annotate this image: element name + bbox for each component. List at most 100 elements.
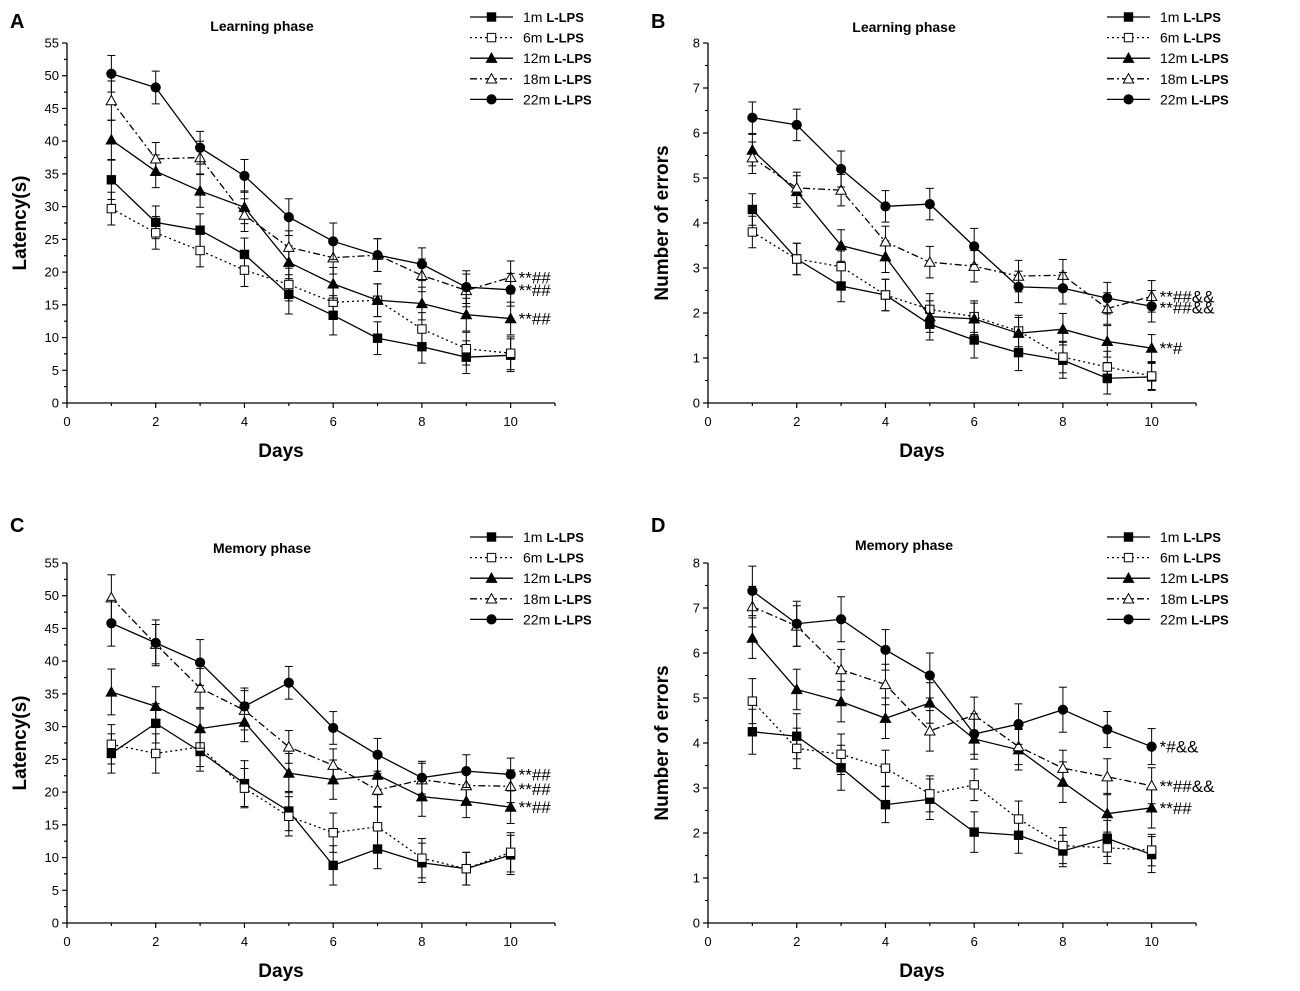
y-tick-label: 4 bbox=[693, 216, 700, 231]
data-point bbox=[924, 199, 935, 210]
legend-label: 18m L-LPS bbox=[523, 591, 592, 607]
x-tick-label: 6 bbox=[330, 414, 337, 429]
data-point bbox=[238, 208, 251, 220]
legend-label: 12m L-LPS bbox=[1160, 570, 1229, 586]
data-point bbox=[372, 822, 383, 832]
y-tick-label: 10 bbox=[45, 330, 59, 345]
data-point bbox=[282, 240, 295, 252]
data-point bbox=[835, 163, 847, 175]
data-point bbox=[1145, 779, 1158, 791]
legend-label: 1m L-LPS bbox=[523, 9, 584, 25]
data-point bbox=[1146, 371, 1157, 381]
y-tick-label: 35 bbox=[45, 686, 59, 701]
legend-marker bbox=[486, 532, 497, 542]
data-point bbox=[328, 236, 339, 247]
data-point bbox=[460, 308, 473, 320]
data-point bbox=[880, 201, 891, 212]
data-point bbox=[106, 175, 117, 185]
data-point bbox=[417, 324, 427, 334]
data-point bbox=[923, 310, 936, 322]
data-point bbox=[282, 740, 295, 752]
y-axis-title: Latency(s) bbox=[10, 175, 31, 270]
data-point bbox=[372, 749, 383, 760]
y-axis-title: Number of errors bbox=[652, 145, 673, 300]
legend-label: 1m L-LPS bbox=[1160, 9, 1221, 25]
data-point bbox=[1102, 362, 1112, 372]
data-point bbox=[194, 142, 206, 153]
data-point bbox=[792, 254, 802, 264]
series-1m bbox=[747, 708, 1157, 874]
data-point bbox=[968, 312, 981, 324]
x-tick-label: 8 bbox=[1059, 934, 1066, 949]
panel-a: A Learning phase 0 5 10 15 20 25 30 35 40 45 50 55 0 2 4… bbox=[10, 9, 592, 462]
y-tick-label: 55 bbox=[45, 556, 59, 571]
data-point bbox=[194, 681, 207, 693]
x-axis-title: Days bbox=[899, 961, 944, 982]
series-22m bbox=[106, 54, 516, 307]
data-point bbox=[415, 297, 428, 309]
y-tick-label: 2 bbox=[693, 826, 700, 841]
data-point bbox=[461, 766, 472, 777]
data-point bbox=[371, 783, 384, 795]
legend-marker bbox=[1122, 51, 1135, 63]
data-point bbox=[195, 245, 205, 256]
data-point bbox=[1102, 293, 1113, 304]
data-point bbox=[790, 683, 803, 695]
data-point bbox=[195, 225, 205, 235]
data-point bbox=[747, 727, 758, 737]
x-tick-label: 4 bbox=[882, 414, 889, 429]
legend-marker bbox=[485, 51, 498, 63]
x-tick-label: 10 bbox=[1144, 414, 1158, 429]
legend: 1m L-LPS 6m L-LPS 12m L-LPS 18m L-LPS 22m L-… bbox=[1107, 9, 1229, 107]
data-point bbox=[1013, 814, 1024, 824]
x-tick-label: 2 bbox=[793, 934, 800, 949]
data-point bbox=[504, 312, 517, 324]
x-tick-label: 6 bbox=[971, 414, 978, 429]
data-point bbox=[1146, 845, 1157, 855]
data-point bbox=[835, 663, 848, 675]
significance-annotation: **##&& bbox=[1160, 777, 1215, 796]
series-22m bbox=[747, 565, 1157, 766]
data-point bbox=[151, 228, 161, 238]
data-point bbox=[924, 670, 935, 681]
data-point bbox=[879, 678, 892, 690]
data-point bbox=[1058, 840, 1068, 851]
series-12m bbox=[746, 617, 1158, 835]
data-point bbox=[328, 860, 338, 871]
y-tick-label: 5 bbox=[52, 883, 59, 898]
x-tick-label: 6 bbox=[330, 934, 337, 949]
legend-label: 18m L-LPS bbox=[1160, 71, 1229, 87]
y-tick-label: 45 bbox=[45, 101, 59, 116]
data-point bbox=[747, 585, 758, 597]
data-point bbox=[461, 863, 471, 874]
data-point bbox=[747, 227, 758, 237]
data-point bbox=[1012, 327, 1025, 338]
series-line-12m bbox=[111, 691, 511, 808]
series-line-18m bbox=[751, 157, 1152, 310]
y-tick-label: 0 bbox=[693, 396, 700, 411]
data-point bbox=[105, 133, 118, 145]
y-tick-label: 15 bbox=[45, 817, 59, 832]
y-tick-label: 8 bbox=[693, 36, 700, 51]
data-point bbox=[1145, 801, 1158, 813]
data-point bbox=[835, 695, 848, 707]
series-line-1m bbox=[110, 179, 511, 358]
legend-marker bbox=[486, 32, 497, 43]
data-point bbox=[149, 700, 162, 712]
chart-title: Memory phase bbox=[855, 537, 953, 553]
series-22m bbox=[747, 101, 1157, 323]
panel-letter: B bbox=[651, 11, 665, 33]
y-tick-label: 2 bbox=[693, 306, 700, 321]
data-point bbox=[923, 724, 936, 736]
panel-letter: A bbox=[10, 11, 24, 33]
data-point bbox=[1013, 347, 1024, 358]
x-tick-label: 6 bbox=[971, 934, 978, 949]
y-axis-title: Number of errors bbox=[652, 665, 673, 820]
significance-annotation: **## bbox=[519, 765, 552, 784]
data-point bbox=[150, 82, 161, 93]
series-12m bbox=[746, 133, 1158, 363]
legend-marker bbox=[486, 552, 497, 563]
y-tick-label: 1 bbox=[693, 871, 700, 886]
x-tick-label: 10 bbox=[503, 414, 517, 429]
data-point bbox=[505, 769, 516, 780]
